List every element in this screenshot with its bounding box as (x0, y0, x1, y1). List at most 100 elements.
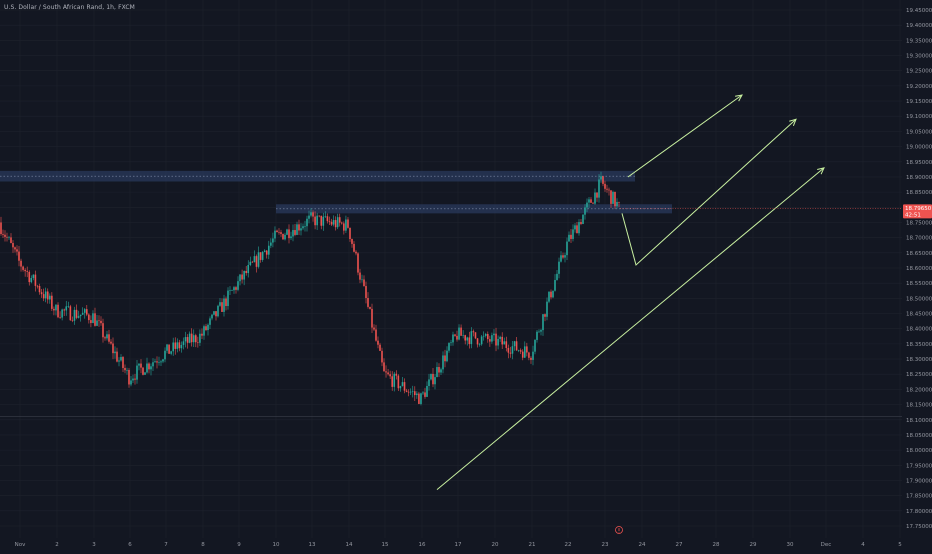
candle-body (484, 333, 487, 336)
candle-body (464, 335, 466, 341)
candle-body (28, 271, 31, 283)
time-axis[interactable]: Nov 2 3 6 7 8 9 10 13 14 15 16 17 20 21 22 23 24 27 28 29 30 D… (15, 542, 903, 548)
candle-body (251, 261, 254, 263)
candle-body (345, 219, 347, 231)
candle-body (209, 318, 211, 325)
candle-body (298, 224, 300, 231)
candle-body (326, 216, 329, 222)
y-tick-label: 19.00000 (906, 145, 932, 151)
candle-body (480, 336, 483, 345)
event-marker-icon[interactable] (615, 526, 623, 534)
candle-body (134, 378, 136, 380)
candle-body (284, 234, 286, 240)
candle-body (564, 255, 566, 258)
candle-body (180, 344, 183, 349)
candle-body (314, 216, 316, 226)
x-tick-label: 22 (565, 542, 572, 548)
candle-body (186, 337, 189, 343)
candle-body (397, 375, 400, 389)
x-tick-label: 15 (382, 542, 389, 548)
candle-body (195, 335, 197, 343)
candle-body (124, 367, 126, 371)
candle-body (418, 393, 420, 404)
candle-body (190, 333, 193, 343)
x-tick-label: 21 (529, 542, 536, 548)
candle-body (460, 327, 462, 336)
candle-body (602, 176, 604, 184)
candle-body (385, 371, 387, 373)
candle-body (286, 229, 288, 235)
price-tag-box (903, 204, 932, 219)
candle-body (440, 369, 442, 373)
x-tick-label: 16 (419, 542, 426, 548)
candle-body (49, 295, 51, 300)
candle-body (452, 334, 454, 343)
candle-body (73, 309, 76, 321)
x-tick-label: 23 (602, 542, 609, 548)
candle-body (491, 335, 493, 342)
y-tick-label: 19.30000 (906, 54, 932, 60)
candle-body (217, 305, 219, 317)
candle-body (272, 238, 274, 243)
candle-body (268, 245, 270, 255)
candle-body (578, 222, 580, 234)
candle-body (197, 342, 199, 343)
candle-body (276, 230, 278, 233)
candle-body (112, 343, 114, 354)
x-tick-label: 30 (787, 542, 794, 548)
candle-body (38, 285, 41, 293)
candle-body (241, 274, 243, 280)
candle-body (164, 350, 166, 360)
candle-body (548, 291, 550, 302)
y-tick-label: 18.75000 (906, 220, 932, 226)
candle-body (282, 233, 284, 240)
candle-body (20, 260, 22, 267)
y-tick-label: 17.75000 (906, 524, 932, 530)
candle-body (170, 351, 172, 354)
candle-body (341, 222, 343, 224)
candle-body (373, 327, 375, 330)
candle-body (46, 291, 49, 300)
x-tick-label: 29 (750, 542, 757, 548)
candle-body (489, 339, 491, 342)
candle-body (104, 337, 106, 339)
candle-body (308, 215, 310, 219)
candle-body (57, 304, 59, 318)
candle-body (67, 306, 70, 307)
candle-body (79, 314, 82, 317)
candle-body (407, 391, 410, 393)
candle-body (22, 266, 24, 270)
candle-body (61, 309, 63, 318)
candle-body (422, 392, 424, 394)
candle-body (65, 306, 68, 311)
candle-body (188, 333, 191, 343)
x-tick-label: 4 (861, 542, 865, 548)
candle-body (160, 361, 162, 363)
candle-body (604, 183, 606, 189)
price-axis[interactable]: 19.45000 19.40000 19.35000 19.30000 19.25000… (906, 8, 932, 530)
candle-body (361, 279, 363, 281)
candle-body (110, 341, 112, 344)
candle-body (524, 346, 526, 358)
candle-body (580, 222, 582, 224)
candle-body (120, 357, 122, 361)
candle-body (96, 320, 98, 326)
candle-body (367, 297, 369, 307)
candle-body (478, 344, 481, 345)
candle-body (395, 373, 398, 376)
arrow-head (735, 94, 743, 102)
candle-body (221, 302, 223, 312)
candle-body (259, 252, 262, 260)
candles (0, 171, 620, 406)
candle-body (128, 369, 130, 385)
projection-arrow (436, 167, 825, 490)
candle-body (207, 324, 209, 331)
candle-body (4, 234, 6, 237)
y-tick-label: 18.50000 (906, 296, 932, 302)
candle-body (98, 320, 100, 322)
candle-body (393, 373, 396, 387)
y-tick-label: 19.45000 (906, 8, 932, 14)
resistance-zone (276, 204, 672, 214)
candle-body (334, 220, 337, 228)
